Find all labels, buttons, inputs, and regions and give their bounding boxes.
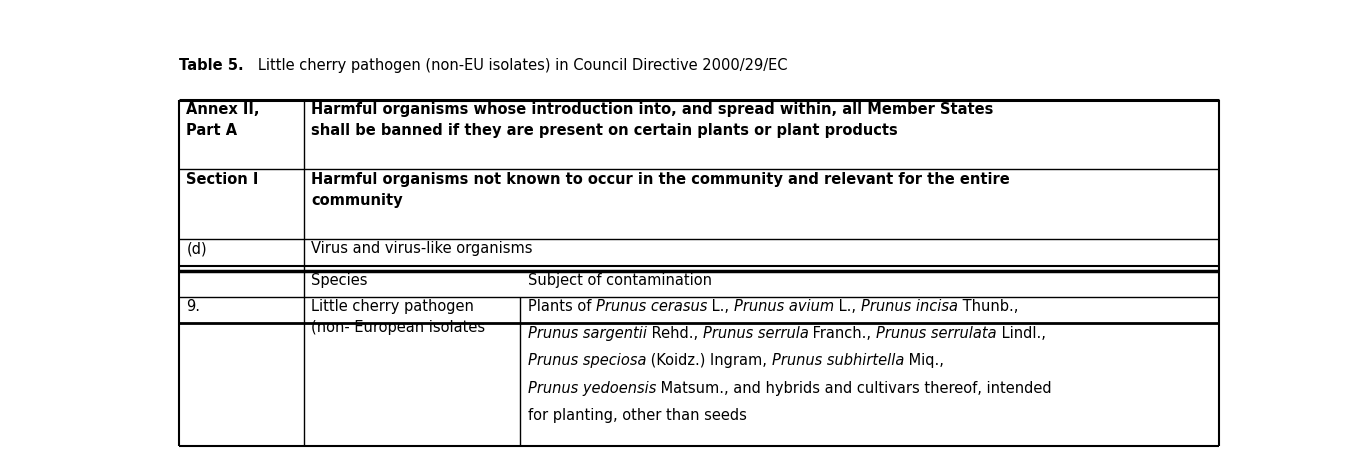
Text: (Koidz.) Ingram,: (Koidz.) Ingram, [647, 353, 772, 368]
Text: Plants of: Plants of [528, 299, 596, 314]
Text: Matsum., and hybrids and cultivars thereof, intended: Matsum., and hybrids and cultivars there… [656, 381, 1052, 396]
Text: Miq.,: Miq., [904, 353, 944, 368]
Text: Lindl.,: Lindl., [997, 326, 1046, 341]
Text: Subject of contamination: Subject of contamination [528, 273, 712, 288]
Text: Table 5.: Table 5. [179, 58, 244, 73]
Text: Prunus sargentii: Prunus sargentii [528, 326, 647, 341]
Text: Little cherry pathogen (non-EU isolates) in Council Directive 2000/29/EC: Little cherry pathogen (non-EU isolates)… [244, 58, 788, 73]
Text: Prunus incisa: Prunus incisa [861, 299, 958, 314]
Text: Rehd.,: Rehd., [647, 326, 702, 341]
Text: Prunus cerasus: Prunus cerasus [596, 299, 707, 314]
Text: Prunus serrula: Prunus serrula [702, 326, 809, 341]
Text: Little cherry pathogen
(non- European isolates: Little cherry pathogen (non- European is… [311, 299, 486, 335]
Text: 9.: 9. [187, 299, 201, 314]
Text: Prunus subhirtella: Prunus subhirtella [772, 353, 904, 368]
Text: L.,: L., [833, 299, 861, 314]
Text: Thunb.,: Thunb., [958, 299, 1018, 314]
Text: L.,: L., [707, 299, 734, 314]
Text: Species: Species [311, 273, 367, 288]
Text: Prunus avium: Prunus avium [734, 299, 833, 314]
Text: Prunus serrulata: Prunus serrulata [876, 326, 997, 341]
Text: Franch.,: Franch., [809, 326, 876, 341]
Text: for planting, other than seeds: for planting, other than seeds [528, 407, 746, 423]
Text: Section I: Section I [187, 172, 259, 187]
Text: Harmful organisms whose introduction into, and spread within, all Member States
: Harmful organisms whose introduction int… [311, 102, 993, 138]
Text: Virus and virus-like organisms: Virus and virus-like organisms [311, 241, 532, 256]
Text: Prunus yedoensis: Prunus yedoensis [528, 381, 656, 396]
Text: Harmful organisms not known to occur in the community and relevant for the entir: Harmful organisms not known to occur in … [311, 172, 1009, 208]
Text: Annex II,
Part A: Annex II, Part A [187, 102, 261, 138]
Text: Prunus speciosa: Prunus speciosa [528, 353, 647, 368]
Text: (d): (d) [187, 241, 207, 256]
